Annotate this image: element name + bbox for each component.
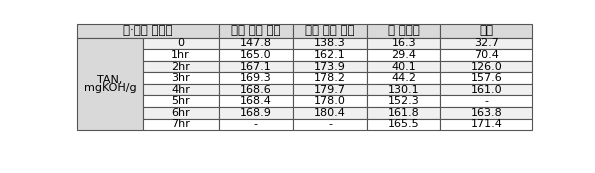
Text: 7hr: 7hr [171,119,190,129]
Bar [440,38,533,49]
Bar [440,84,533,95]
Text: 161.8: 161.8 [388,108,419,118]
Text: 70.4: 70.4 [474,50,499,60]
Bar [367,119,440,130]
Bar [440,119,533,130]
Bar [218,84,293,95]
Bar [367,24,440,38]
Bar [77,24,218,38]
Bar [293,95,367,107]
Bar [143,49,218,61]
Bar [218,38,293,49]
Text: 167.1: 167.1 [240,62,271,72]
Bar [143,107,218,119]
Bar [440,49,533,61]
Text: 32.7: 32.7 [474,38,499,48]
Bar [143,38,218,49]
Text: 163.8: 163.8 [471,108,502,118]
Bar [143,119,218,130]
Text: 138.3: 138.3 [314,38,346,48]
Text: 3hr: 3hr [171,73,190,83]
Text: 168.4: 168.4 [240,96,272,106]
Bar [293,72,367,84]
Bar [367,49,440,61]
Text: 폐 식용유: 폐 식용유 [388,24,419,37]
Bar [293,49,367,61]
Text: 44.2: 44.2 [392,73,416,83]
Bar [293,119,367,130]
Text: 165.0: 165.0 [240,50,271,60]
Text: -: - [253,119,258,129]
Text: 152.3: 152.3 [388,96,419,106]
Bar [440,24,533,38]
Text: 4hr: 4hr [171,85,190,95]
Bar [218,107,293,119]
Bar [293,107,367,119]
Text: 171.4: 171.4 [471,119,502,129]
Text: 162.1: 162.1 [314,50,346,60]
Text: 178.2: 178.2 [314,73,346,83]
Bar [143,84,218,95]
Text: 126.0: 126.0 [471,62,502,72]
Text: 2hr: 2hr [171,62,190,72]
Text: 168.9: 168.9 [240,108,272,118]
Text: 130.1: 130.1 [388,85,419,95]
Bar [367,107,440,119]
Bar [218,49,293,61]
Text: 0: 0 [177,38,184,48]
Bar [218,24,293,38]
Text: 169.3: 169.3 [240,73,271,83]
Text: 식용 다크 오일: 식용 다크 오일 [305,24,355,37]
Bar [367,38,440,49]
Text: 미강 다크 오일: 미강 다크 오일 [231,24,280,37]
Text: 157.6: 157.6 [471,73,502,83]
Bar [440,95,533,107]
Text: 동·식물 폐자원: 동·식물 폐자원 [123,24,173,37]
Text: -: - [484,96,488,106]
Text: 178.0: 178.0 [314,96,346,106]
Bar [293,61,367,72]
Text: 우지: 우지 [480,24,493,37]
Text: 173.9: 173.9 [314,62,346,72]
Text: 1hr: 1hr [171,50,190,60]
Bar [440,107,533,119]
Bar [367,84,440,95]
Text: 147.8: 147.8 [240,38,272,48]
Bar [440,72,533,84]
Bar [77,38,143,130]
Bar [143,61,218,72]
Bar [143,72,218,84]
Text: 29.4: 29.4 [392,50,416,60]
Bar [367,61,440,72]
Bar [218,61,293,72]
Bar [293,24,367,38]
Text: 179.7: 179.7 [314,85,346,95]
Text: -: - [328,119,332,129]
Bar [218,119,293,130]
Bar [293,84,367,95]
Bar [218,72,293,84]
Text: 40.1: 40.1 [392,62,416,72]
Text: TAN,: TAN, [98,75,123,85]
Text: 5hr: 5hr [171,96,190,106]
Text: 180.4: 180.4 [314,108,346,118]
Bar [367,72,440,84]
Text: mgKOH/g: mgKOH/g [84,83,136,93]
Text: 6hr: 6hr [171,108,190,118]
Bar [218,95,293,107]
Bar [143,95,218,107]
Text: 168.6: 168.6 [240,85,271,95]
Text: 16.3: 16.3 [392,38,416,48]
Text: 161.0: 161.0 [471,85,502,95]
Bar [440,61,533,72]
Bar [293,38,367,49]
Bar [367,95,440,107]
Text: 165.5: 165.5 [388,119,419,129]
